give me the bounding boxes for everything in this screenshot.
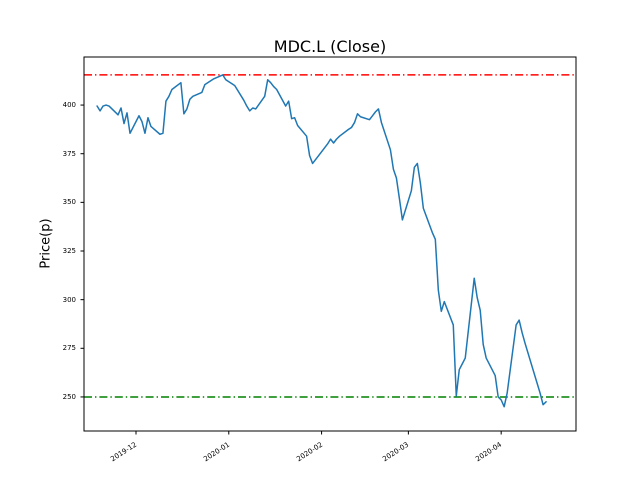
axes-frame xyxy=(83,56,577,432)
y-tick-label-350: 350 xyxy=(62,198,76,207)
chart-title: MDC.L (Close) xyxy=(273,37,387,56)
y-tick-label-300: 300 xyxy=(62,295,76,304)
y-tick-label-375: 375 xyxy=(62,149,76,158)
y-tick-label-275: 275 xyxy=(62,344,76,353)
y-tick-label-250: 250 xyxy=(62,392,76,401)
y-tick-label-325: 325 xyxy=(62,247,76,255)
y-tick-label-400: 400 xyxy=(62,101,76,110)
price-line-close xyxy=(96,74,547,408)
